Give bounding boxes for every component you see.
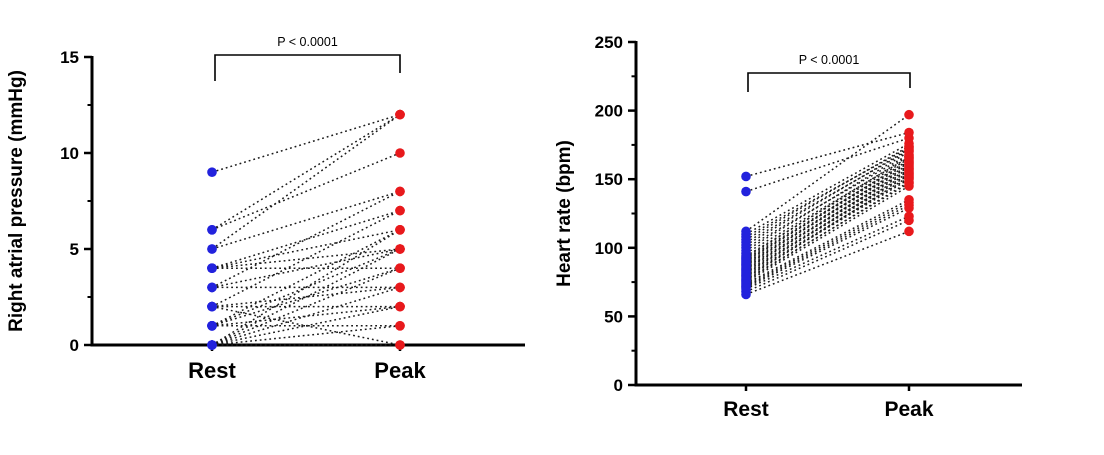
pair-line — [745, 201, 910, 286]
pair-line — [211, 305, 401, 346]
pair-line — [745, 146, 910, 238]
significance-bracket — [747, 72, 911, 92]
p-value-label: P < 0.0001 — [277, 35, 338, 49]
category-label-peak: Peak — [884, 398, 933, 421]
rest-dot — [741, 171, 751, 182]
rest-dot — [207, 340, 217, 350]
pair-line — [745, 181, 910, 282]
y-axis-title: Heart rate (bpm) — [554, 140, 575, 287]
pair-line — [745, 151, 910, 252]
pair-line — [211, 113, 401, 173]
rest-dot — [741, 186, 751, 197]
y-tick-label: 100 — [595, 239, 623, 258]
pair-line — [211, 248, 401, 269]
rest-dot — [207, 321, 217, 331]
peak-dot — [904, 109, 914, 120]
rest-dot — [207, 167, 217, 177]
pair-line — [211, 286, 401, 308]
peak-dot — [395, 109, 405, 120]
pair-line — [745, 159, 910, 263]
y-tick-label: 0 — [614, 376, 623, 395]
peak-dot — [395, 148, 405, 158]
rest-dot — [741, 226, 751, 237]
pair-line — [211, 113, 401, 250]
y-tick-label: 5 — [70, 240, 79, 259]
pair-line — [211, 267, 401, 346]
pair-line — [211, 325, 401, 346]
pair-line — [745, 207, 910, 289]
pair-line — [745, 185, 910, 283]
pair-line — [211, 248, 401, 327]
peak-dot — [395, 186, 405, 197]
y-tick-label: 150 — [595, 170, 623, 189]
pair-line — [745, 114, 910, 232]
category-label-rest: Rest — [723, 398, 769, 421]
rest-dot — [207, 244, 217, 254]
pair-line — [211, 305, 401, 346]
pair-line — [745, 230, 910, 296]
peak-dot — [395, 321, 405, 331]
pair-line — [745, 182, 910, 281]
peak-dot — [395, 263, 405, 274]
peak-dot — [395, 340, 405, 350]
y-tick-label: 50 — [604, 307, 623, 326]
significance-bracket — [214, 54, 401, 81]
y-tick-label: 0 — [70, 336, 79, 355]
rest-dot — [207, 225, 217, 235]
pair-line — [745, 219, 910, 293]
y-axis-title: Right atrial pressure (mmHg) — [6, 70, 27, 332]
pair-line — [211, 286, 401, 346]
pair-line — [211, 152, 401, 231]
pair-line — [211, 190, 401, 289]
peak-dot — [395, 301, 405, 312]
pair-line — [745, 131, 910, 178]
pair-line — [745, 199, 910, 285]
pair-line — [211, 229, 401, 346]
peak-dot — [904, 211, 914, 222]
p-value-label: P < 0.0001 — [799, 53, 860, 67]
pair-line — [745, 156, 910, 254]
rest-dot — [207, 282, 217, 293]
peak-dot — [904, 127, 914, 138]
rest-dot — [207, 263, 217, 274]
pair-line — [211, 229, 401, 327]
peak-dot — [395, 205, 405, 216]
pair-line — [211, 248, 401, 346]
pair-line — [745, 215, 910, 290]
pair-line — [211, 113, 401, 231]
pair-line — [745, 204, 910, 287]
chart-right: 0 50 100 150 200 250 Rest Peak Heart rate (bpm) P… — [554, 33, 1022, 421]
rest-dot — [207, 301, 217, 312]
pair-line — [745, 142, 910, 235]
pair-line — [211, 190, 401, 250]
y-tick-label: 15 — [60, 48, 79, 67]
y-tick-label: 200 — [595, 102, 623, 121]
pair-line — [745, 171, 910, 275]
category-label-peak: Peak — [374, 358, 426, 383]
pair-line — [211, 209, 401, 269]
pair-line — [745, 149, 910, 243]
peak-dot — [395, 282, 405, 293]
y-tick-label: 10 — [60, 144, 79, 163]
pair-line — [745, 155, 910, 259]
peak-dot — [395, 225, 405, 235]
pair-line — [211, 209, 401, 308]
pair-line — [211, 305, 401, 327]
peak-dot — [904, 194, 914, 205]
peak-dot — [904, 226, 914, 237]
pair-line — [745, 153, 910, 249]
category-label-rest: Rest — [188, 358, 236, 383]
chart-left: 0 5 10 15 Rest Peak Right atrial pressure (mmH… — [6, 35, 525, 383]
pair-line — [211, 267, 401, 327]
pair-line — [211, 248, 401, 289]
y-tick-label: 250 — [595, 33, 623, 52]
peak-dot — [395, 244, 405, 254]
pair-line — [211, 229, 401, 269]
